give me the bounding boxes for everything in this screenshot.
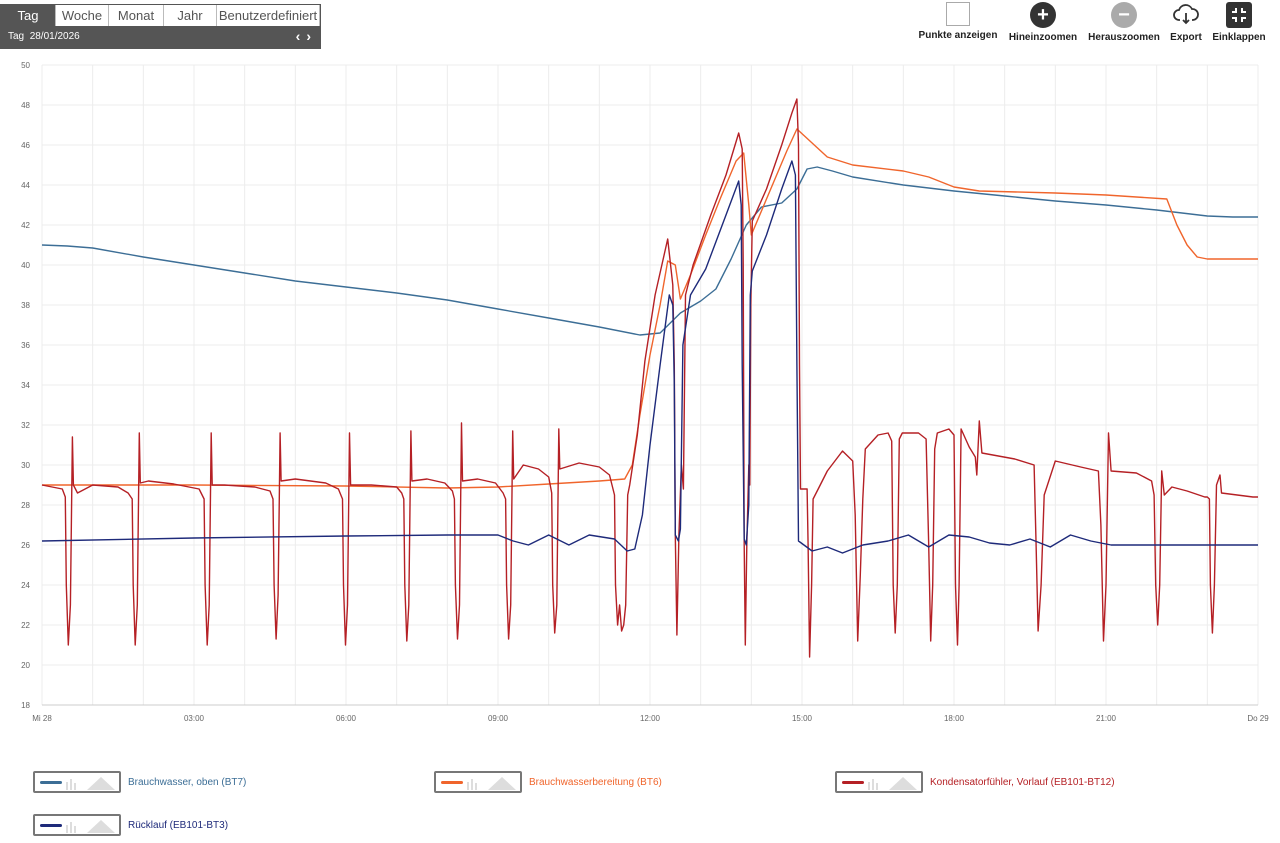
legend-line-icon <box>842 781 864 784</box>
export-button[interactable]: Export <box>1168 2 1204 43</box>
collapse-button[interactable]: Einklappen <box>1210 2 1268 43</box>
series-line-1 <box>42 128 1258 489</box>
x-tick-label: 03:00 <box>184 714 205 723</box>
legend-swatch-bt3[interactable] <box>33 814 121 836</box>
show-points-toggle[interactable]: Punkte anzeigen <box>918 2 998 41</box>
x-tick-label: 12:00 <box>640 714 661 723</box>
period-info-label: Tag <box>8 31 25 42</box>
y-tick-label: 30 <box>21 461 30 470</box>
y-tick-label: 20 <box>21 661 30 670</box>
legend-item-bt3[interactable]: Rücklauf (EB101-BT3) <box>33 814 228 836</box>
legend-item-bt6[interactable]: Brauchwasserbereitung (BT6) <box>434 771 662 793</box>
period-info: Tag 28/01/2026 <box>8 31 80 42</box>
show-points-label: Punkte anzeigen <box>918 30 998 41</box>
previous-day-icon[interactable]: ‹ <box>295 28 301 44</box>
temperature-line-chart[interactable]: 18 20 22 24 26 28 30 32 34 36 38 40 42 44 46 48 50 Mi 28 0… <box>0 60 1280 730</box>
mini-chart-icon <box>467 777 516 790</box>
tab-year[interactable]: Jahr <box>164 5 217 26</box>
zoom-out-button[interactable]: − Herauszoomen <box>1087 2 1161 43</box>
tab-custom[interactable]: Benutzerdefiniert <box>217 5 320 26</box>
y-tick-label: 24 <box>21 581 30 590</box>
legend-swatch-bt7[interactable] <box>33 771 121 793</box>
collapse-label: Einklappen <box>1212 32 1266 43</box>
y-tick-label: 46 <box>21 141 30 150</box>
cloud-download-icon <box>1173 2 1199 28</box>
tab-week[interactable]: Woche <box>56 5 109 26</box>
plus-icon: + <box>1030 2 1056 28</box>
y-tick-label: 44 <box>21 181 30 190</box>
zoom-out-label: Herauszoomen <box>1088 32 1160 43</box>
period-nav: ‹ › <box>296 28 311 44</box>
legend-line-icon <box>441 781 463 784</box>
x-tick-label: 06:00 <box>336 714 357 723</box>
x-tick-label: Mi 28 <box>32 714 52 723</box>
y-tick-label: 28 <box>21 501 30 510</box>
legend-item-bt7[interactable]: Brauchwasser, oben (BT7) <box>33 771 246 793</box>
tab-day[interactable]: Tag <box>1 5 56 26</box>
next-day-icon[interactable]: › <box>306 28 311 44</box>
series-line-3 <box>41 160 1258 554</box>
series-line-0 <box>41 166 1258 336</box>
y-tick-label: 38 <box>21 301 30 310</box>
y-tick-label: 48 <box>21 101 30 110</box>
x-tick-label: 15:00 <box>792 714 813 723</box>
minus-icon: − <box>1111 2 1137 28</box>
period-date: 28/01/2026 <box>29 31 80 42</box>
collapse-icon <box>1226 2 1252 28</box>
y-tick-label: 18 <box>21 701 30 710</box>
legend-label-bt7: Brauchwasser, oben (BT7) <box>128 776 247 788</box>
y-tick-label: 32 <box>21 421 30 430</box>
x-tick-label: Do 29 <box>1247 714 1269 723</box>
mini-chart-icon <box>66 820 115 833</box>
legend-label-bt6: Brauchwasserbereitung (BT6) <box>529 776 662 788</box>
legend-swatch-bt6[interactable] <box>434 771 522 793</box>
tab-month[interactable]: Monat <box>109 5 164 26</box>
y-tick-label: 22 <box>21 621 30 630</box>
legend-label-bt3: Rücklauf (EB101-BT3) <box>128 819 229 831</box>
y-tick-label: 40 <box>21 261 30 270</box>
legend-item-bt12[interactable]: Kondensatorfühler, Vorlauf (EB101-BT12) <box>835 771 1115 793</box>
x-tick-label: 21:00 <box>1096 714 1117 723</box>
legend-swatch-bt12[interactable] <box>835 771 923 793</box>
zoom-in-button[interactable]: + Hineinzoomen <box>1007 2 1079 43</box>
mini-chart-icon <box>66 777 115 790</box>
y-tick-label: 34 <box>21 381 30 390</box>
y-tick-label: 50 <box>21 61 30 70</box>
y-tick-label: 26 <box>21 541 30 550</box>
y-tick-label: 42 <box>21 221 30 230</box>
period-tabs: Tag Woche Monat Jahr Benutzerdefiniert <box>1 5 320 26</box>
zoom-in-label: Hineinzoomen <box>1008 32 1078 43</box>
x-tick-label: 09:00 <box>488 714 509 723</box>
period-selector: Tag Woche Monat Jahr Benutzerdefiniert T… <box>0 4 321 49</box>
legend-line-icon <box>40 824 62 827</box>
legend-label-bt12: Kondensatorfühler, Vorlauf (EB101-BT12) <box>930 776 1115 788</box>
x-tick-label: 18:00 <box>944 714 965 723</box>
export-label: Export <box>1170 32 1202 43</box>
mini-chart-icon <box>868 777 917 790</box>
checkbox-icon[interactable] <box>946 2 970 26</box>
legend-line-icon <box>40 781 62 784</box>
y-tick-label: 36 <box>21 341 30 350</box>
